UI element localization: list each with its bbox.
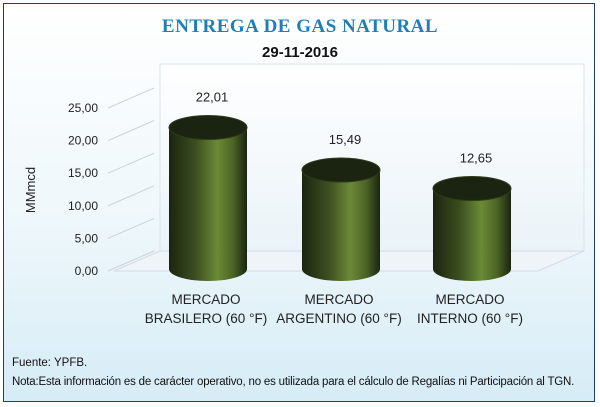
bar-body — [169, 127, 247, 281]
bar-3 — [432, 176, 512, 281]
x-tick-label: MERCADO — [435, 292, 504, 307]
y-tick-label: 25,00 — [68, 101, 98, 115]
data-label: 15,49 — [329, 132, 362, 147]
disclaimer-note: Nota:Esta información es de carácter ope… — [12, 376, 575, 388]
bar-1 — [168, 114, 248, 281]
data-label: 22,01 — [196, 89, 229, 104]
bar-body — [433, 188, 511, 281]
y-gridline — [107, 87, 155, 109]
bar-body — [302, 170, 380, 281]
y-axis-label: MMmcd — [23, 167, 38, 213]
bar-top — [301, 157, 381, 183]
x-tick-label: ARGENTINO (60 °F) — [276, 311, 401, 326]
data-label: 12,65 — [460, 151, 493, 166]
x-tick-label: BRASILERO (60 °F) — [145, 311, 267, 326]
x-tick-label: MERCADO — [171, 292, 240, 307]
x-tick-label: INTERNO (60 °F) — [417, 311, 523, 326]
y-tick-label: 20,00 — [68, 134, 98, 148]
bar-top — [432, 176, 512, 202]
y-gridline — [107, 152, 155, 174]
bar-2 — [301, 157, 381, 281]
y-gridline — [107, 120, 155, 142]
bar-top — [168, 114, 248, 140]
y-tick-label: 5,00 — [75, 231, 99, 245]
y-tick-label: 15,00 — [68, 166, 98, 180]
x-tick-label: MERCADO — [304, 292, 373, 307]
chart-title: ENTREGA DE GAS NATURAL — [161, 16, 439, 37]
y-tick-label: 0,00 — [75, 264, 99, 278]
y-gridline — [107, 185, 155, 207]
y-tick-label: 10,00 — [68, 199, 98, 213]
chart-date: 29-11-2016 — [262, 44, 338, 61]
y-gridline — [107, 217, 155, 239]
y-gridline — [107, 250, 155, 272]
source-note: Fuente: YPFB. — [12, 357, 88, 369]
